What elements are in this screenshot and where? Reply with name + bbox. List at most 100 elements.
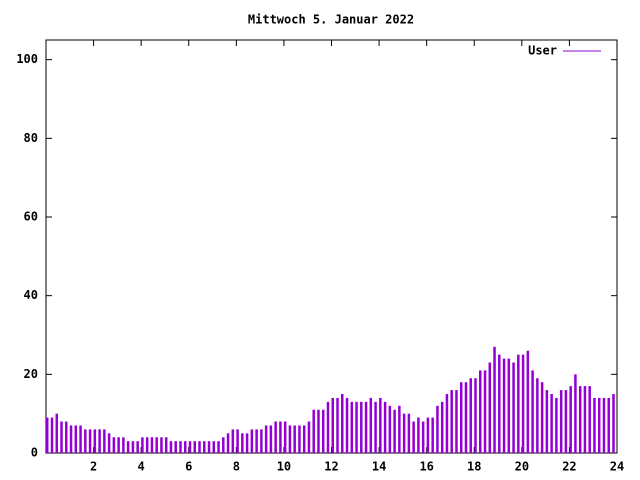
- impulse: [88, 429, 92, 453]
- impulse: [55, 413, 59, 453]
- impulse: [317, 409, 320, 453]
- impulse: [250, 429, 254, 453]
- impulse: [255, 429, 258, 453]
- impulse: [179, 441, 182, 453]
- x-tick-label: 16: [419, 460, 433, 474]
- impulse: [531, 370, 534, 453]
- impulse: [122, 437, 125, 453]
- impulse: [93, 429, 97, 453]
- impulse: [160, 437, 163, 453]
- impulse: [117, 437, 120, 453]
- impulse: [559, 390, 563, 453]
- x-tick-label: 14: [372, 460, 386, 474]
- impulse: [412, 421, 415, 453]
- impulse: [60, 421, 63, 453]
- impulse: [307, 421, 311, 453]
- legend-label: User: [528, 44, 557, 58]
- impulse: [207, 441, 211, 453]
- impulse: [521, 354, 525, 453]
- impulse: [222, 437, 225, 453]
- impulse: [379, 397, 382, 453]
- impulse: [593, 397, 596, 453]
- impulse: [578, 386, 582, 453]
- impulse: [445, 394, 449, 453]
- impulse: [174, 441, 177, 453]
- impulse: [46, 417, 49, 453]
- x-tick-label: 22: [562, 460, 576, 474]
- chart-title: Mittwoch 5. Januar 2022: [248, 13, 414, 27]
- impulse: [260, 429, 263, 453]
- impulse: [188, 441, 192, 453]
- impulse: [459, 382, 463, 453]
- impulse: [107, 433, 111, 453]
- impulse: [236, 429, 239, 453]
- impulse: [136, 441, 139, 453]
- impulse: [126, 441, 130, 453]
- impulse: [69, 425, 73, 453]
- impulse: [450, 390, 453, 453]
- x-tick-label: 10: [277, 460, 291, 474]
- impulse: [436, 405, 439, 453]
- impulse: [369, 397, 373, 453]
- impulse: [169, 441, 173, 453]
- impulse: [398, 405, 401, 453]
- x-tick-label: 6: [185, 460, 192, 474]
- impulse: [417, 417, 420, 453]
- impulse: [483, 370, 487, 453]
- impulse: [431, 417, 434, 453]
- impulse: [141, 437, 144, 453]
- impulse: [507, 358, 511, 453]
- impulse: [402, 413, 406, 453]
- impulse: [103, 429, 106, 453]
- impulse: [274, 421, 277, 453]
- impulse: [612, 394, 615, 453]
- impulse: [602, 397, 606, 453]
- impulse: [298, 425, 301, 453]
- impulse: [383, 401, 387, 453]
- x-tick-label: 18: [467, 460, 481, 474]
- impulse: [488, 362, 492, 453]
- impulse: [245, 433, 249, 453]
- impulse: [155, 437, 158, 453]
- impulse: [597, 397, 601, 453]
- impulse: [583, 386, 587, 453]
- impulse: [193, 441, 197, 453]
- impulse: [198, 441, 201, 453]
- impulse: [50, 417, 54, 453]
- y-tick-label: 40: [24, 288, 38, 302]
- impulse: [536, 378, 539, 453]
- x-tick-label: 8: [233, 460, 240, 474]
- impulse: [79, 425, 82, 453]
- impulse: [364, 401, 368, 453]
- x-tick-label: 20: [515, 460, 529, 474]
- impulse: [355, 401, 358, 453]
- impulse: [84, 429, 87, 453]
- y-tick-label: 60: [24, 210, 38, 224]
- impulse: [407, 413, 411, 453]
- impulse: [426, 417, 430, 453]
- impulse: [479, 370, 482, 453]
- x-tick-label: 12: [324, 460, 338, 474]
- impulse: [312, 409, 315, 453]
- impulse: [164, 437, 168, 453]
- impulse: [360, 401, 363, 453]
- impulse: [212, 441, 216, 453]
- impulse: [217, 441, 220, 453]
- impulse: [331, 397, 334, 453]
- impulse: [374, 401, 377, 453]
- impulse: [269, 425, 273, 453]
- impulse: [564, 390, 568, 453]
- impulse: [231, 429, 235, 453]
- impulse: [526, 350, 530, 453]
- impulse: [540, 382, 544, 453]
- impulse: [421, 421, 425, 453]
- impulse: [283, 421, 287, 453]
- impulse: [512, 362, 515, 453]
- impulse: [203, 441, 206, 453]
- impulse: [288, 425, 292, 453]
- impulse: [74, 425, 78, 453]
- impulse: [555, 397, 558, 453]
- impulse: [345, 397, 349, 453]
- impulse: [455, 390, 458, 453]
